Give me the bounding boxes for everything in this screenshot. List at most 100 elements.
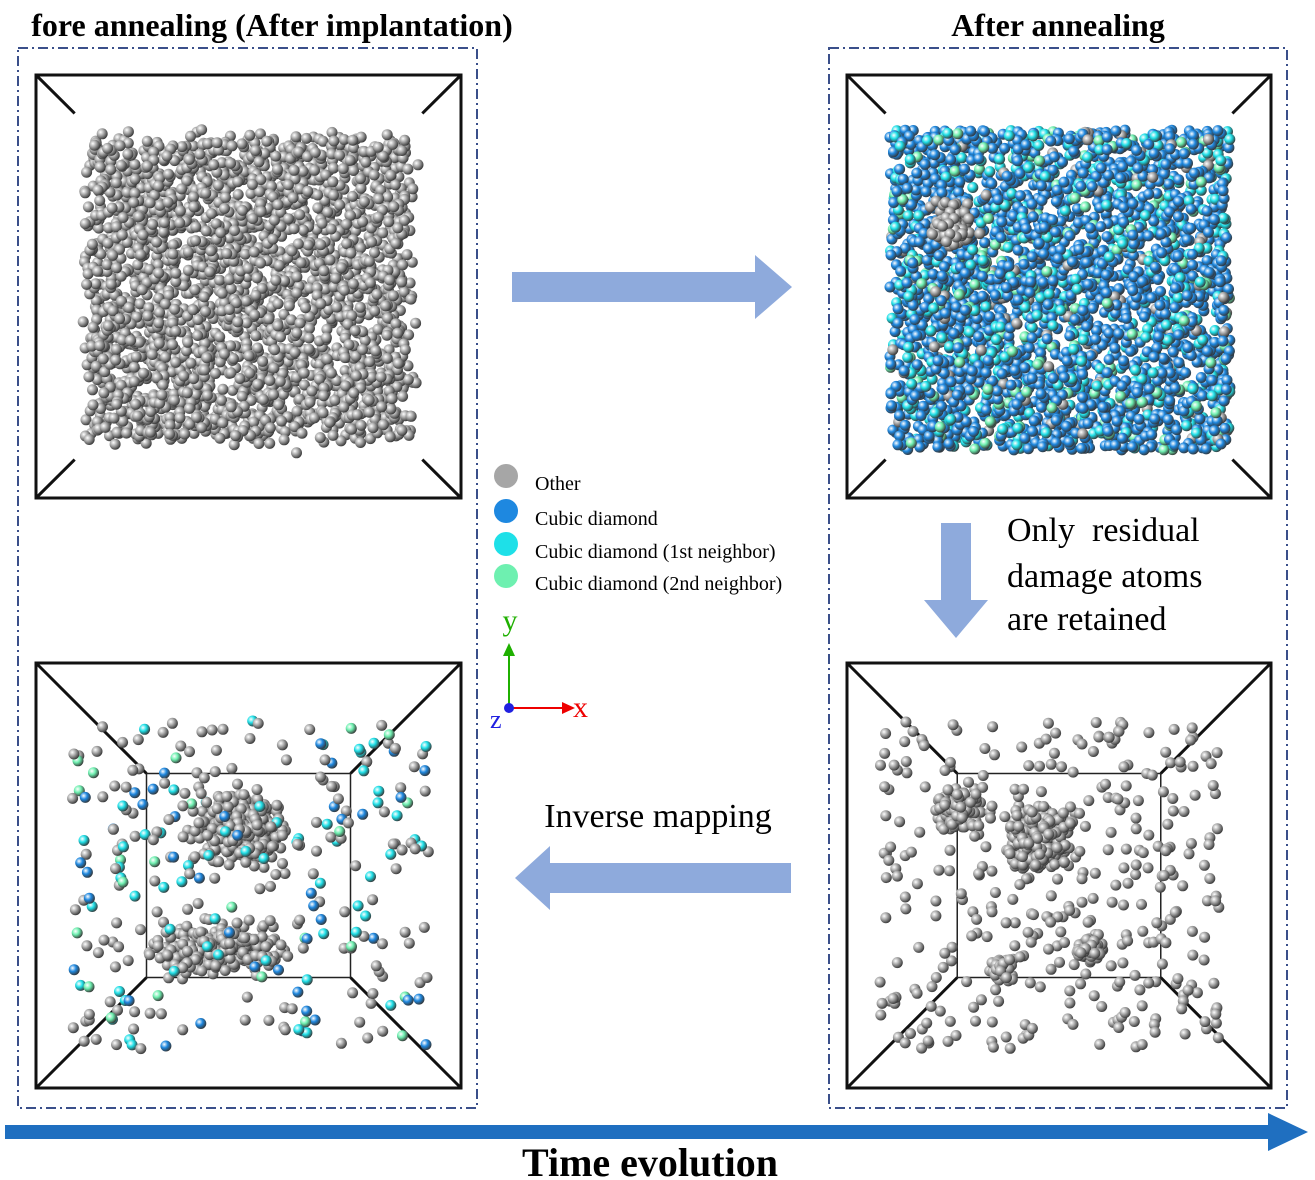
atom: [1158, 353, 1169, 364]
atom: [1102, 367, 1113, 378]
atom: [315, 239, 326, 250]
atom: [105, 164, 116, 175]
atom: [356, 420, 367, 431]
atom: [275, 376, 286, 387]
atom: [232, 176, 243, 187]
atom: [977, 291, 988, 302]
atom: [1173, 251, 1184, 262]
atom: [299, 368, 310, 379]
atom: [252, 379, 263, 390]
atom: [365, 277, 376, 288]
atom: [355, 242, 366, 253]
atom: [159, 217, 170, 228]
atom: [78, 316, 89, 327]
atom: [892, 186, 903, 197]
atom: [382, 353, 393, 364]
atom: [407, 183, 418, 194]
atom: [969, 444, 980, 455]
atom: [939, 261, 950, 272]
atom: [296, 257, 307, 268]
atom: [347, 135, 358, 146]
atom: [265, 422, 276, 433]
atom: [380, 300, 391, 311]
atom: [115, 140, 126, 151]
atom: [129, 362, 140, 373]
atom: [129, 376, 140, 387]
atom: [396, 145, 407, 156]
atom: [304, 333, 315, 344]
atom: [142, 310, 153, 321]
atom: [268, 389, 279, 400]
atom: [237, 205, 248, 216]
atom: [196, 124, 207, 135]
atom: [329, 395, 340, 406]
atom: [980, 438, 991, 449]
atom: [170, 357, 181, 368]
atom: [1149, 413, 1160, 424]
atom: [984, 166, 995, 177]
atom: [257, 356, 268, 367]
atom: [229, 225, 240, 236]
atom: [377, 227, 388, 238]
atom: [905, 154, 916, 165]
atom: [205, 245, 216, 256]
atom: [111, 344, 122, 355]
atom: [163, 169, 174, 180]
atom: [210, 368, 221, 379]
atom: [1019, 362, 1030, 373]
atom: [347, 191, 358, 202]
atom: [133, 211, 144, 222]
atom: [385, 170, 396, 181]
atom: [368, 422, 379, 433]
atom: [1164, 395, 1175, 406]
atom: [154, 338, 165, 349]
atom: [88, 399, 99, 410]
atom: [174, 217, 185, 228]
atom: [190, 235, 201, 246]
atom: [1090, 334, 1101, 345]
atom: [295, 318, 306, 329]
atom: [1194, 413, 1205, 424]
atom: [153, 268, 164, 279]
atom: [1168, 347, 1179, 358]
figure: fore annealing (After implantation) Afte…: [0, 0, 1315, 1180]
atom: [1072, 284, 1083, 295]
atom: [376, 401, 387, 412]
atom: [322, 207, 333, 218]
atom: [199, 365, 210, 376]
atom: [1085, 350, 1096, 361]
atom: [297, 428, 308, 439]
atom: [283, 179, 294, 190]
atom: [1215, 155, 1226, 166]
atom: [330, 273, 341, 284]
atom: [1047, 214, 1058, 225]
atom: [244, 130, 255, 141]
atom: [201, 226, 212, 237]
atom: [348, 278, 359, 289]
atom: [103, 320, 114, 331]
atom: [97, 128, 108, 139]
atom: [1134, 414, 1145, 425]
atom: [250, 330, 261, 341]
atom: [345, 248, 356, 259]
atom: [291, 271, 302, 282]
atom: [216, 395, 227, 406]
atom: [208, 159, 219, 170]
atom: [200, 188, 211, 199]
atom: [153, 181, 164, 192]
atom: [147, 349, 158, 360]
atom: [918, 401, 929, 412]
atom: [160, 299, 171, 310]
atom: [123, 126, 134, 137]
atom: [162, 151, 173, 162]
atom: [109, 413, 120, 424]
atom: [372, 289, 383, 300]
atom: [267, 234, 278, 245]
atom: [402, 164, 413, 175]
atom: [392, 328, 403, 339]
atom: [1070, 274, 1081, 285]
atom: [326, 224, 337, 235]
atom: [310, 147, 321, 158]
atom: [969, 279, 980, 290]
atom: [406, 411, 417, 422]
